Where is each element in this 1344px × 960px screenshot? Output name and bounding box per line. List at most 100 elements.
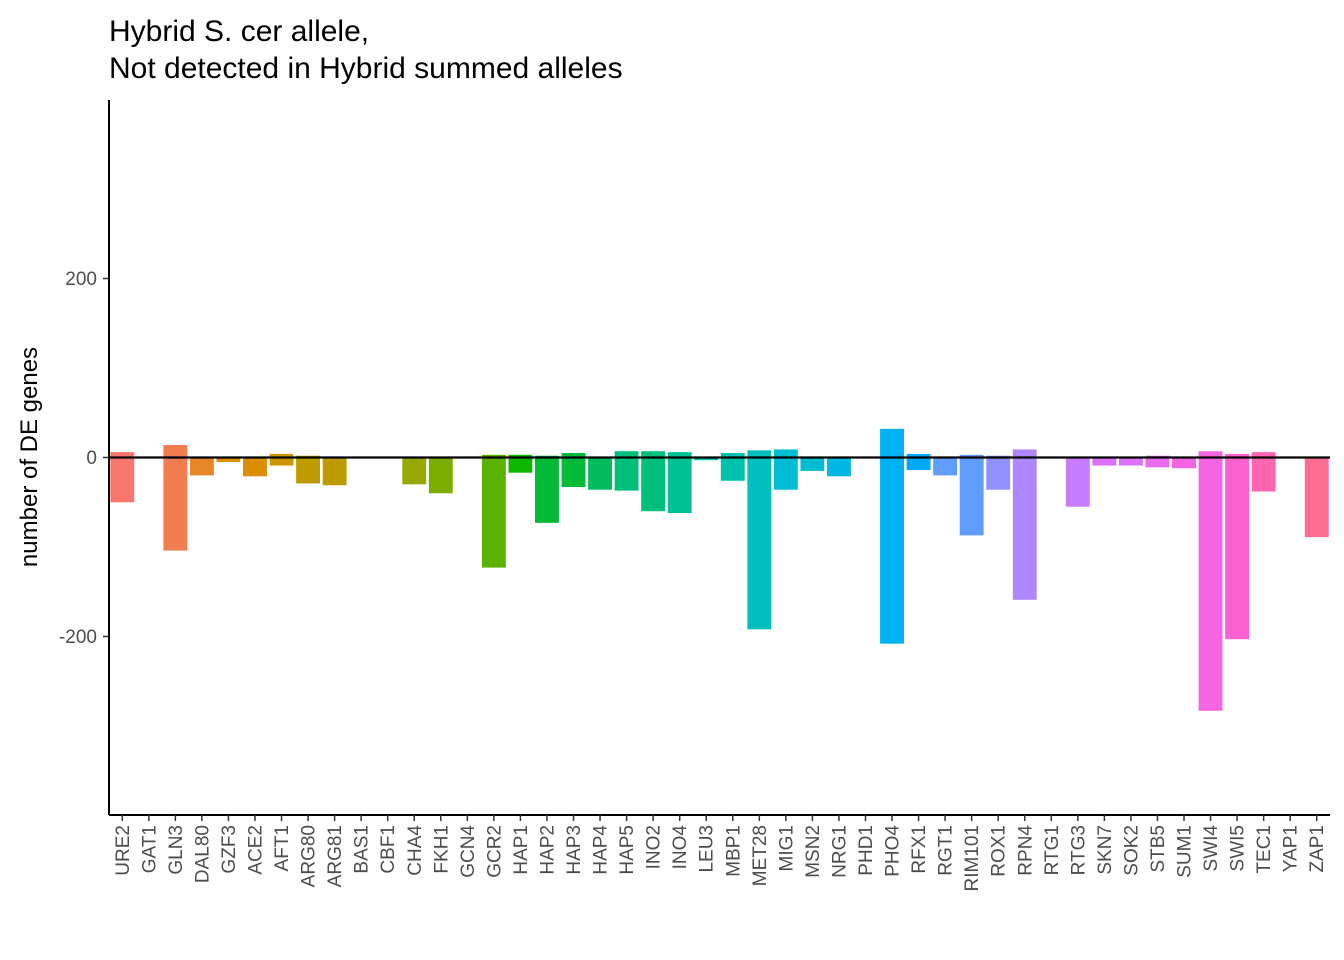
x-tick-label-arg80: ARG80	[299, 825, 320, 887]
bar-swi5-up	[1225, 453, 1250, 458]
x-tick-label-gln3: GLN3	[166, 825, 187, 875]
x-tick-label-fkh1: FKH1	[431, 825, 452, 874]
x-tick-label-rfx1: RFX1	[909, 825, 930, 874]
bar-aft1-up	[269, 453, 294, 458]
bar-ino4-down	[667, 457, 692, 513]
x-tick-label-hap5: HAP5	[617, 825, 638, 875]
x-tick-label-rpn4: RPN4	[1015, 825, 1036, 876]
x-tick-label-dal80: DAL80	[192, 825, 213, 883]
x-tick-label-rim101: RIM101	[962, 825, 983, 892]
bar-rpn4-down	[1012, 457, 1037, 600]
x-tick-label-leu3: LEU3	[697, 825, 718, 873]
bar-gln3-down	[163, 457, 188, 551]
bar-rgt1-down	[933, 457, 958, 476]
bar-rim101-down	[959, 457, 984, 536]
bar-rtg3-down	[1065, 457, 1090, 507]
bar-rpn4-up	[1012, 449, 1037, 458]
bar-ure2-up	[110, 452, 135, 458]
bar-mbp1-up	[720, 453, 745, 458]
x-tick-label-gcn4: GCN4	[458, 825, 479, 878]
x-tick-label-stb5: STB5	[1148, 825, 1169, 873]
bars-group	[110, 428, 1329, 711]
x-tick-label-phd1: PHD1	[856, 825, 877, 876]
x-tick-label-gcr2: GCR2	[484, 825, 505, 878]
x-tick-label-mbp1: MBP1	[723, 825, 744, 877]
y-tick-label: 200	[65, 269, 97, 290]
bar-hap2-down	[535, 457, 559, 523]
x-tick-label-zap1: ZAP1	[1307, 825, 1328, 873]
x-tick-label-tec1: TEC1	[1254, 825, 1275, 874]
x-tick-label-skn7: SKN7	[1095, 825, 1116, 875]
y-axis-title: number of DE genes	[16, 347, 43, 567]
bar-mbp1-down	[720, 457, 745, 481]
bar-aft1-down	[269, 457, 294, 466]
x-tick-label-cbf1: CBF1	[378, 825, 399, 874]
chart-title-line-2: Not detected in Hybrid summed alleles	[109, 52, 623, 85]
bar-mig1-down	[773, 457, 798, 490]
x-tick-label-hap3: HAP3	[564, 825, 585, 875]
bar-fkh1-down	[428, 457, 453, 494]
x-tick-label-ace2: ACE2	[245, 825, 266, 875]
bar-pho4-down	[880, 457, 904, 644]
bar-ace2-down	[243, 457, 267, 477]
bar-mig1-up	[773, 449, 798, 458]
bar-dal80-down	[189, 457, 214, 476]
axes-group: -200 0 200 URE2 GAT1 GLN3 DAL80 GZF3 ACE2 AFT1 ARG…	[59, 100, 1330, 892]
bar-swi5-down	[1225, 457, 1250, 640]
bar-gln3-up	[163, 444, 188, 458]
x-tick-label-gzf3: GZF3	[219, 825, 240, 874]
x-tick-label-hap4: HAP4	[591, 825, 612, 875]
bar-gzf3-down	[216, 457, 241, 462]
bar-pho4-up	[880, 428, 904, 458]
bar-hap3-down	[561, 457, 586, 488]
x-tick-label-nrg1: NRG1	[829, 825, 850, 878]
x-tick-label-cha4: CHA4	[405, 825, 426, 876]
x-tick-label-rox1: ROX1	[989, 825, 1010, 877]
x-tick-label-arg81: ARG81	[325, 825, 346, 887]
bar-tec1-up	[1251, 452, 1276, 458]
y-tick-label: -200	[59, 627, 97, 648]
bar-msn2-down	[800, 457, 825, 471]
bar-tec1-down	[1251, 457, 1276, 492]
x-tick-label-rtg1: RTG1	[1042, 825, 1063, 875]
bar-ure2-down	[110, 457, 135, 503]
x-tick-label-ino2: INO2	[644, 825, 665, 869]
x-tick-label-hap2: HAP2	[537, 825, 558, 875]
bar-rfx1-down	[906, 457, 931, 471]
x-tick-label-sok2: SOK2	[1121, 825, 1142, 876]
x-tick-label-mig1: MIG1	[776, 825, 797, 871]
bar-met28-up	[747, 450, 772, 458]
x-tick-label-swi5: SWI5	[1228, 825, 1249, 871]
bar-gcr2-down	[481, 457, 506, 568]
x-tick-label-pho4: PHO4	[883, 825, 904, 877]
bar-skn7-down	[1092, 457, 1117, 466]
bar-nrg1-down	[827, 457, 851, 477]
bar-hap3-up	[561, 453, 586, 458]
bar-rox1-down	[986, 457, 1011, 490]
x-tick-label-ure2: URE2	[113, 825, 134, 876]
x-tick-label-swi4: SWI4	[1201, 825, 1222, 872]
bar-sok2-down	[1118, 457, 1143, 466]
x-tick-label-met28: MET28	[750, 825, 771, 886]
bar-ino2-up	[641, 451, 666, 458]
bar-gcr2-up	[481, 454, 506, 458]
bar-hap5-down	[614, 457, 639, 491]
bar-hap5-up	[614, 451, 639, 458]
chart-title-line-1: Hybrid S. cer allele,	[109, 15, 369, 48]
x-tick-label-gat1: GAT1	[139, 825, 160, 873]
bar-leu3-down	[694, 457, 719, 461]
x-tick-label-aft1: AFT1	[272, 825, 293, 871]
x-tick-label-rtg3: RTG3	[1068, 825, 1089, 875]
bar-rfx1-up	[906, 453, 931, 458]
bar-zap1-down	[1304, 457, 1329, 538]
x-tick-label-rgt1: RGT1	[936, 825, 957, 876]
y-tick-label: 0	[86, 448, 97, 469]
bar-hap1-down	[508, 457, 533, 473]
bar-met28-down	[747, 457, 772, 630]
x-tick-label-bas1: BAS1	[352, 825, 373, 874]
bar-stb5-down	[1145, 457, 1170, 468]
x-tick-label-hap1: HAP1	[511, 825, 532, 875]
bar-ino4-up	[667, 452, 692, 458]
bar-hap4-down	[588, 457, 612, 490]
